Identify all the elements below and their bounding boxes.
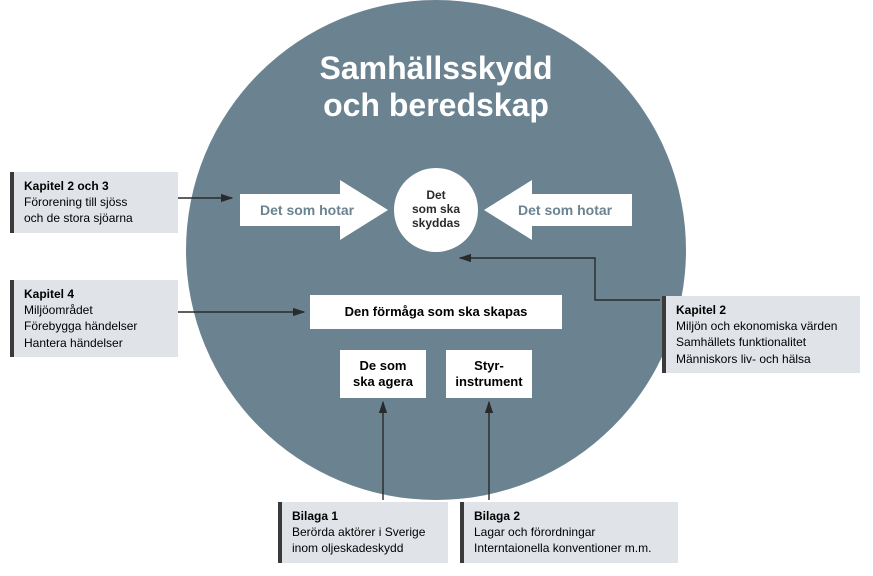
pointer-arrows [0,0,873,576]
